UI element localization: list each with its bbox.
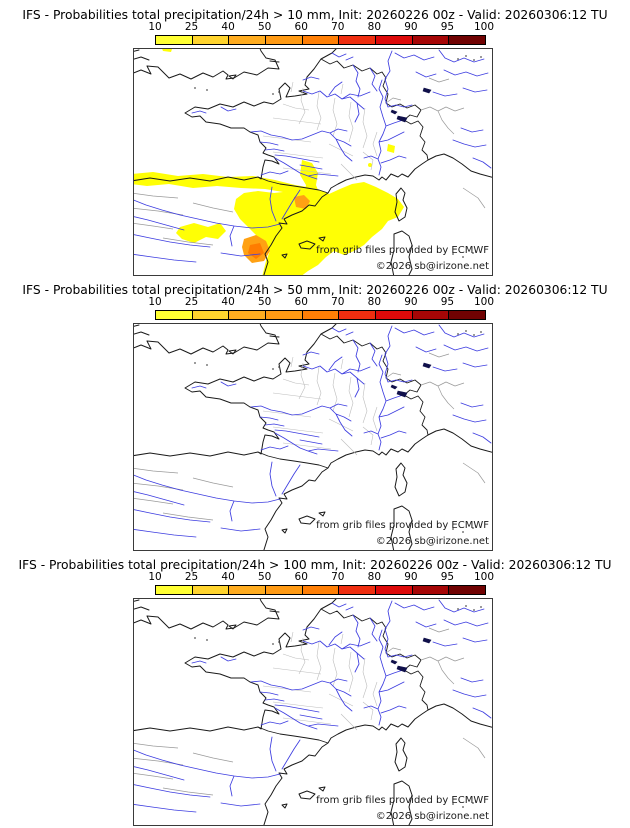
attribution-copyright: ©2026 sb@irizone.net: [376, 261, 489, 272]
precip-orange-ebro-delta: [294, 195, 310, 209]
colorbar-segment: [266, 586, 303, 594]
colorbar-tick: 25: [184, 296, 199, 308]
colorbar-tick: 60: [294, 21, 308, 33]
colorbar-tick: 80: [367, 571, 382, 583]
panel-precip-10mm: IFS - Probabilities total precipitation/…: [0, 0, 630, 276]
colorbar-tick: 90: [404, 571, 418, 583]
colorbar-segment: [449, 586, 486, 594]
colorbar-segment: [229, 36, 267, 44]
precip-arm-rhone: [300, 160, 320, 201]
colorbar-segment: [412, 311, 450, 319]
colorbar-segment: [156, 311, 193, 319]
colorbar-tick: 95: [440, 571, 455, 583]
colorbar-segment: [376, 36, 413, 44]
colorbar-segment: [266, 36, 303, 44]
colorbar: [155, 310, 486, 320]
colorbar-tick: 100: [473, 296, 495, 308]
colorbar-segment: [412, 36, 450, 44]
colorbar-segment: [339, 311, 377, 319]
colorbar: [155, 35, 486, 45]
colorbar-tick-labels: 10 25 40 50 60 70 80 90 95 100: [148, 296, 494, 310]
colorbar-segment: [449, 36, 486, 44]
colorbar-segment: [156, 586, 193, 594]
colorbar-segment: [156, 36, 193, 44]
colorbar-tick: 100: [473, 571, 495, 583]
colorbar-segment: [302, 311, 340, 319]
attribution-copyright: ©2026 sb@irizone.net: [376, 811, 489, 822]
colorbar-tick: 10: [148, 21, 162, 33]
colorbar-segment: [339, 36, 377, 44]
precip-spot-alps: [387, 144, 395, 153]
colorbar-tick: 25: [184, 571, 199, 583]
colorbar-segment: [412, 586, 450, 594]
colorbar-tick: 50: [257, 21, 272, 33]
panel-precip-100mm: IFS - Probabilities total precipitation/…: [0, 551, 630, 826]
colorbar-tick: 70: [331, 296, 345, 308]
colorbar-segment: [229, 586, 267, 594]
colorbar-tick: 50: [257, 571, 272, 583]
colorbar-segment: [266, 311, 303, 319]
panel-title: IFS - Probabilities total precipitation/…: [18, 558, 612, 572]
colorbar-tick: 90: [404, 296, 418, 308]
panel-title: IFS - Probabilities total precipitation/…: [22, 8, 608, 22]
panel-precip-50mm: IFS - Probabilities total precipitation/…: [0, 276, 630, 551]
precip-probability-overlay: [133, 48, 404, 276]
colorbar-tick: 80: [367, 21, 382, 33]
colorbar-segment: [192, 311, 230, 319]
colorbar-segment: [192, 586, 230, 594]
map-border: [133, 323, 493, 551]
colorbar-tick: 60: [294, 571, 308, 583]
map-10mm: from grib files provided by ECMWF ©2026 …: [133, 48, 493, 276]
precip-blob-ebro: [176, 223, 226, 243]
map-100mm: from grib files provided by ECMWF ©2026 …: [133, 598, 493, 826]
map-border: [133, 48, 493, 276]
colorbar-tick-labels: 10 25 40 50 60 70 80 90 95 100: [148, 21, 494, 35]
colorbar-zone: 10 25 40 50 60 70 80 90 95 100: [148, 296, 494, 320]
colorbar-segment: [302, 586, 340, 594]
precip-dot: [368, 163, 372, 167]
colorbar-tick: 50: [257, 296, 272, 308]
colorbar-segment: [449, 311, 486, 319]
attribution-ecmwf: from grib files provided by ECMWF: [316, 245, 489, 256]
colorbar-segment: [376, 311, 413, 319]
colorbar-tick: 60: [294, 296, 308, 308]
colorbar-tick: 100: [473, 21, 495, 33]
colorbar-tick: 40: [221, 296, 235, 308]
colorbar-tick: 90: [404, 21, 418, 33]
map-50mm: from grib files provided by ECMWF ©2026 …: [133, 323, 493, 551]
attribution-ecmwf: from grib files provided by ECMWF: [316, 520, 489, 531]
colorbar-tick: 40: [221, 21, 235, 33]
precip-mass-catalonia: [234, 182, 404, 276]
colorbar-tick: 10: [148, 296, 162, 308]
colorbar-segment: [192, 36, 230, 44]
colorbar-zone: 10 25 40 50 60 70 80 90 95 100: [148, 571, 494, 595]
colorbar-segment: [376, 586, 413, 594]
colorbar-tick: 95: [440, 296, 455, 308]
attribution-ecmwf: from grib files provided by ECMWF: [316, 795, 489, 806]
colorbar-segment: [229, 311, 267, 319]
attribution-copyright: ©2026 sb@irizone.net: [376, 536, 489, 547]
colorbar-tick: 10: [148, 571, 162, 583]
colorbar-tick: 70: [331, 21, 345, 33]
colorbar-tick: 40: [221, 571, 235, 583]
colorbar-tick: 25: [184, 21, 199, 33]
colorbar-tick: 70: [331, 571, 345, 583]
colorbar-tick: 95: [440, 21, 455, 33]
map-border: [133, 598, 493, 826]
colorbar-tick-labels: 10 25 40 50 60 70 80 90 95 100: [148, 571, 494, 585]
colorbar-tick: 80: [367, 296, 382, 308]
colorbar-zone: 10 25 40 50 60 70 80 90 95 100: [148, 21, 494, 45]
colorbar-segment: [302, 36, 340, 44]
colorbar: [155, 585, 486, 595]
panel-title: IFS - Probabilities total precipitation/…: [22, 283, 608, 297]
colorbar-segment: [339, 586, 377, 594]
